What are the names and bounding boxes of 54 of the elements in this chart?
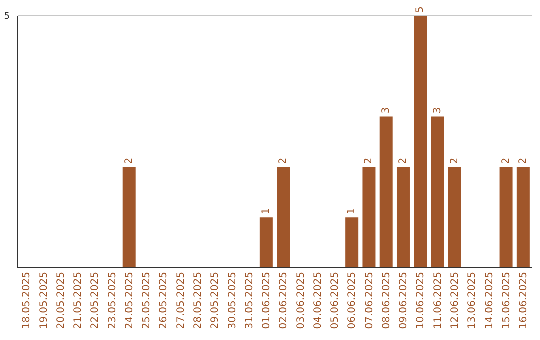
data-label: 2 (449, 158, 460, 164)
bar (362, 167, 376, 268)
x-tick-label: 23.05.2025 (107, 272, 118, 330)
x-tick-label: 05.06.2025 (330, 272, 342, 330)
bar (431, 116, 444, 268)
x-tick-label: 18.05.2025 (22, 272, 33, 330)
x-tick-label: 10.06.2025 (416, 272, 427, 330)
data-label: 2 (124, 158, 135, 164)
data-label: 1 (260, 208, 272, 215)
x-tick-label: 24.05.2025 (124, 272, 136, 330)
data-label: 3 (432, 107, 444, 114)
data-label: 3 (380, 107, 392, 114)
x-tick-label: 08.06.2025 (381, 272, 392, 330)
x-tick-label: 31.05.2025 (244, 272, 256, 330)
data-label: 1 (346, 208, 358, 215)
x-tick-label: 09.06.2025 (398, 272, 410, 330)
x-tick-label: 28.05.2025 (193, 272, 204, 330)
x-tick-label: 11.06.2025 (432, 272, 444, 330)
bar (516, 167, 530, 268)
x-tick-label: 03.06.2025 (296, 272, 307, 330)
data-label: 2 (518, 158, 529, 164)
x-tick-label: 13.06.2025 (467, 272, 478, 330)
x-tick-label: 20.05.2025 (56, 272, 67, 330)
bar (277, 167, 290, 268)
x-tick-label: 29.05.2025 (210, 272, 222, 330)
bar (346, 218, 359, 268)
x-tick-label: 07.06.2025 (364, 272, 376, 330)
x-tick-label: 01.06.2025 (262, 272, 273, 330)
x-tick-label: 19.05.2025 (38, 272, 50, 330)
bar (500, 167, 513, 268)
x-tick-label: 30.05.2025 (227, 272, 238, 330)
data-label: 2 (500, 158, 512, 164)
x-tick-label: 27.05.2025 (176, 272, 187, 330)
x-tick-label: 26.05.2025 (158, 272, 170, 330)
data-label: 5 (415, 6, 426, 13)
bar (396, 167, 410, 268)
bar (380, 116, 393, 268)
x-tick-label: 22.05.2025 (90, 272, 102, 330)
x-tick-label: 12.06.2025 (450, 272, 461, 330)
data-label: 2 (398, 158, 409, 164)
x-tick-label: 21.05.2025 (73, 272, 84, 330)
x-tick-label: 06.06.2025 (347, 272, 358, 330)
bar (448, 167, 462, 268)
x-tick-label: 15.06.2025 (501, 272, 512, 330)
data-label: 2 (278, 158, 290, 164)
bar (414, 16, 428, 268)
x-tick-label: 25.05.2025 (142, 272, 153, 330)
x-tick-label: 16.06.2025 (518, 272, 530, 330)
x-tick-label: 04.06.2025 (312, 272, 324, 330)
data-label: 2 (364, 158, 375, 164)
x-tick-label: 14.06.2025 (484, 272, 496, 330)
bar (260, 218, 273, 268)
x-tick-label: 02.06.2025 (278, 272, 290, 330)
bar (122, 167, 136, 268)
